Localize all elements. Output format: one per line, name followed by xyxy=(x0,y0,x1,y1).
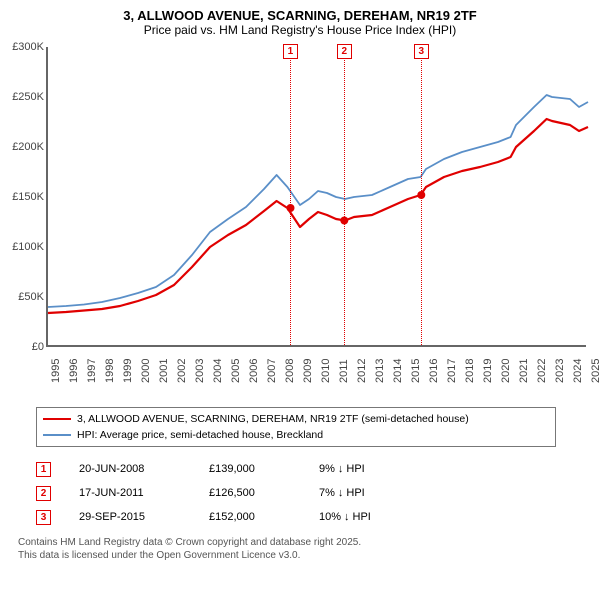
xtick-label: 2025 xyxy=(590,359,600,383)
xtick-label: 2008 xyxy=(284,359,296,383)
sales-date: 29-SEP-2015 xyxy=(79,511,209,523)
title-line2: Price paid vs. HM Land Registry's House … xyxy=(8,23,592,37)
title-line1: 3, ALLWOOD AVENUE, SCARNING, DEREHAM, NR… xyxy=(8,8,592,23)
delta-pct: 7% xyxy=(319,487,335,499)
sales-delta: 10% ↓ HPI xyxy=(319,511,459,523)
event-vline xyxy=(344,47,345,345)
event-badge: 3 xyxy=(414,44,429,59)
xtick-label: 2003 xyxy=(194,359,206,383)
footer-attribution: Contains HM Land Registry data © Crown c… xyxy=(18,537,592,562)
plot-region: 1 2 3 xyxy=(46,47,586,347)
sales-badge: 1 xyxy=(36,462,51,477)
xtick-label: 1999 xyxy=(122,359,134,383)
xtick-label: 2004 xyxy=(212,359,224,383)
xtick-label: 2022 xyxy=(536,359,548,383)
sales-delta: 9% ↓ HPI xyxy=(319,463,459,475)
xtick-label: 2018 xyxy=(464,359,476,383)
footer-line2: This data is licensed under the Open Gov… xyxy=(18,550,592,563)
xtick-label: 1995 xyxy=(50,359,62,383)
legend-label: 3, ALLWOOD AVENUE, SCARNING, DEREHAM, NR… xyxy=(77,413,469,425)
arrow-down-icon: ↓ xyxy=(344,511,350,523)
sales-date: 17-JUN-2011 xyxy=(79,487,209,499)
ytick-label: £100K xyxy=(8,241,44,253)
xtick-label: 2009 xyxy=(302,359,314,383)
event-badge: 1 xyxy=(283,44,298,59)
chart-area: £0 £50K £100K £150K £200K £250K £300K 1 2 3 1995… xyxy=(8,41,592,401)
xtick-label: 2013 xyxy=(374,359,386,383)
delta-suffix: HPI xyxy=(346,463,364,475)
xtick-label: 2001 xyxy=(158,359,170,383)
series-price_paid xyxy=(48,119,588,313)
delta-pct: 9% xyxy=(319,463,335,475)
xtick-label: 2020 xyxy=(500,359,512,383)
xtick-label: 2016 xyxy=(428,359,440,383)
sales-badge: 3 xyxy=(36,510,51,525)
xtick-label: 2019 xyxy=(482,359,494,383)
sales-price: £152,000 xyxy=(209,511,319,523)
sales-row: 1 20-JUN-2008£139,0009% ↓ HPI xyxy=(36,457,556,481)
xtick-label: 1998 xyxy=(104,359,116,383)
event-vline xyxy=(290,47,291,345)
delta-suffix: HPI xyxy=(346,487,364,499)
ytick-label: £50K xyxy=(8,291,44,303)
chart-title: 3, ALLWOOD AVENUE, SCARNING, DEREHAM, NR… xyxy=(8,8,592,37)
sales-badge: 2 xyxy=(36,486,51,501)
series-svg xyxy=(48,47,588,347)
legend-row: 3, ALLWOOD AVENUE, SCARNING, DEREHAM, NR… xyxy=(43,411,549,427)
legend-swatch xyxy=(43,418,71,420)
xtick-label: 2023 xyxy=(554,359,566,383)
sales-date: 20-JUN-2008 xyxy=(79,463,209,475)
sales-row: 2 17-JUN-2011£126,5007% ↓ HPI xyxy=(36,481,556,505)
xtick-label: 2002 xyxy=(176,359,188,383)
xtick-label: 2024 xyxy=(572,359,584,383)
legend-swatch xyxy=(43,434,71,436)
sales-row: 3 29-SEP-2015£152,00010% ↓ HPI xyxy=(36,505,556,529)
sales-price: £139,000 xyxy=(209,463,319,475)
ytick-label: £0 xyxy=(8,341,44,353)
event-vline xyxy=(421,47,422,345)
xtick-label: 2014 xyxy=(392,359,404,383)
xtick-label: 1996 xyxy=(68,359,80,383)
xtick-label: 1997 xyxy=(86,359,98,383)
xtick-label: 2000 xyxy=(140,359,152,383)
delta-suffix: HPI xyxy=(353,511,371,523)
legend: 3, ALLWOOD AVENUE, SCARNING, DEREHAM, NR… xyxy=(36,407,556,447)
ytick-label: £300K xyxy=(8,41,44,53)
chart-container: 3, ALLWOOD AVENUE, SCARNING, DEREHAM, NR… xyxy=(0,0,600,570)
xtick-label: 2011 xyxy=(338,359,350,383)
xtick-label: 2021 xyxy=(518,359,530,383)
xtick-label: 2015 xyxy=(410,359,422,383)
sales-table: 1 20-JUN-2008£139,0009% ↓ HPI 2 17-JUN-2011… xyxy=(36,457,556,529)
sales-price: £126,500 xyxy=(209,487,319,499)
sales-delta: 7% ↓ HPI xyxy=(319,487,459,499)
xtick-label: 2010 xyxy=(320,359,332,383)
legend-row: HPI: Average price, semi-detached house,… xyxy=(43,427,549,443)
ytick-label: £250K xyxy=(8,91,44,103)
event-badge: 2 xyxy=(337,44,352,59)
series-hpi xyxy=(48,95,588,307)
footer-line1: Contains HM Land Registry data © Crown c… xyxy=(18,537,592,550)
xtick-label: 2012 xyxy=(356,359,368,383)
legend-label: HPI: Average price, semi-detached house,… xyxy=(77,429,323,441)
xtick-label: 2006 xyxy=(248,359,260,383)
xtick-label: 2017 xyxy=(446,359,458,383)
delta-pct: 10% xyxy=(319,511,341,523)
ytick-label: £200K xyxy=(8,141,44,153)
arrow-down-icon: ↓ xyxy=(338,463,344,475)
xtick-label: 2005 xyxy=(230,359,242,383)
arrow-down-icon: ↓ xyxy=(338,487,344,499)
ytick-label: £150K xyxy=(8,191,44,203)
xtick-label: 2007 xyxy=(266,359,278,383)
